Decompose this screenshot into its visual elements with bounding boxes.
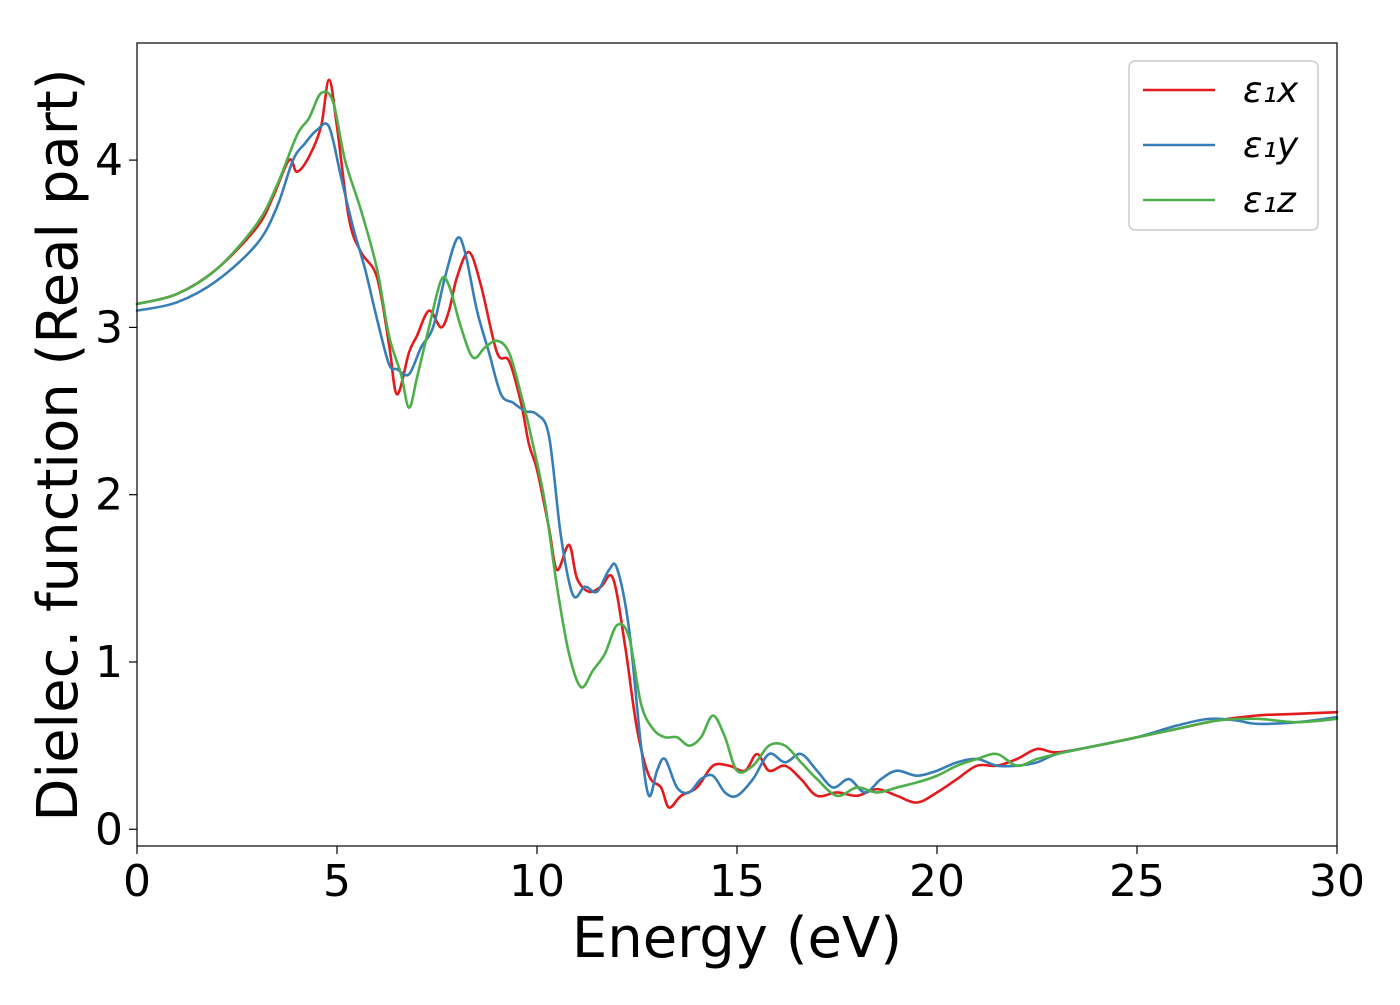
y-axis-label: Dielec. function (Real part) bbox=[26, 68, 91, 821]
y-tick-label: 1 bbox=[95, 637, 123, 688]
series-line-1 bbox=[135, 78, 1339, 809]
x-tick-label: 10 bbox=[509, 856, 565, 907]
legend-label: ε₁y bbox=[1243, 125, 1299, 166]
series-layer bbox=[135, 78, 1339, 809]
y-tick-label: 2 bbox=[95, 470, 123, 521]
x-tick-label: 20 bbox=[909, 856, 965, 907]
x-tick-label: 5 bbox=[323, 856, 351, 907]
legend: ε₁x ε₁y ε₁z bbox=[1128, 60, 1319, 231]
y-tick-label: 4 bbox=[95, 135, 123, 186]
legend-box bbox=[1128, 60, 1319, 231]
x-tick-label: 30 bbox=[1309, 856, 1365, 907]
legend-label: ε₁z bbox=[1243, 180, 1297, 221]
x-axis-label: Energy (eV) bbox=[572, 906, 902, 971]
x-tick-label: 15 bbox=[709, 856, 765, 907]
y-tick-label: 3 bbox=[95, 302, 123, 353]
series-line-2 bbox=[135, 122, 1339, 798]
x-axis: 0 5 10 15 20 25 30 bbox=[123, 846, 1365, 907]
y-axis: 0 1 2 3 4 bbox=[95, 135, 137, 855]
y-tick-label: 0 bbox=[95, 804, 123, 855]
x-tick-label: 25 bbox=[1109, 856, 1165, 907]
series-line-3 bbox=[135, 90, 1339, 798]
legend-label: ε₁x bbox=[1243, 70, 1299, 111]
x-tick-label: 0 bbox=[123, 856, 151, 907]
